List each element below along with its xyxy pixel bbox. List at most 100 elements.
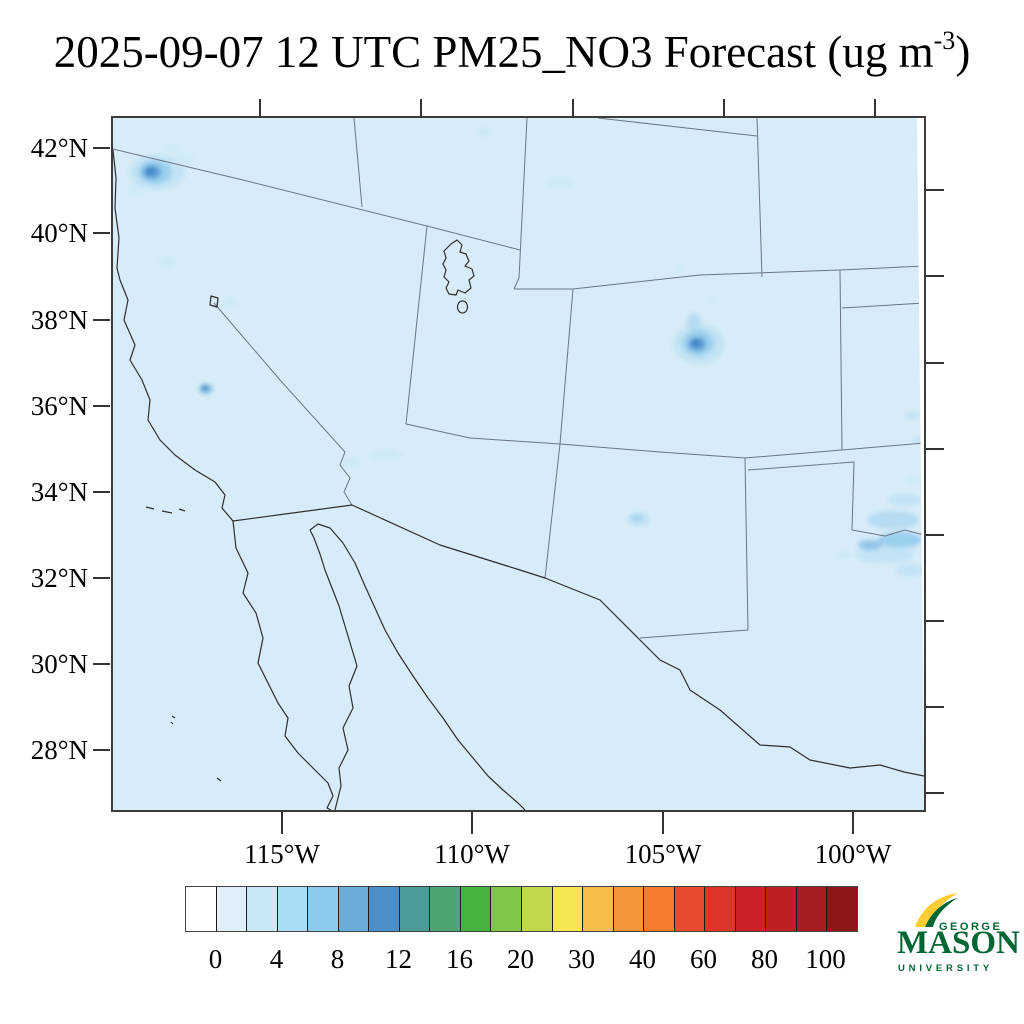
colorbar-segment	[644, 887, 675, 931]
lon-tick-bottom	[471, 812, 473, 834]
lat-axis-label: 36°N	[30, 391, 88, 421]
colorbar-segment	[583, 887, 614, 931]
concentration-blob	[905, 411, 921, 419]
lon-tick-top	[420, 99, 422, 118]
lon-axis-label: 110°W	[434, 839, 510, 869]
concentration-blob	[449, 467, 461, 473]
lat-axis-label: 34°N	[30, 477, 88, 507]
lon-tick-top	[259, 99, 261, 118]
lat-tick-right	[926, 189, 944, 191]
colorbar-tick-label: 30	[568, 944, 595, 974]
lon-axis-label: 100°W	[814, 839, 892, 869]
colorbar-tick-label: 12	[385, 944, 412, 974]
lat-tick-left	[93, 405, 110, 407]
gmu-flame-icon	[915, 893, 958, 927]
lat-tick-left	[93, 319, 110, 321]
plot-title-exponent: -3	[933, 26, 956, 55]
map-svg	[113, 118, 924, 810]
lon-axis-label: 105°W	[624, 839, 702, 869]
concentration-blob	[477, 128, 493, 136]
concentration-blob	[224, 298, 236, 306]
concentration-blob	[693, 340, 699, 346]
plot-title-close: )	[955, 27, 971, 77]
concentration-blob	[837, 551, 853, 559]
colorbar-segment	[705, 887, 736, 931]
colorbar-segment	[766, 887, 797, 931]
lat-tick-right	[926, 275, 944, 277]
channel-islands	[145, 506, 222, 782]
lon-tick-bottom	[281, 812, 283, 834]
concentration-blob	[577, 188, 593, 196]
lat-tick-right	[926, 448, 944, 450]
concentration-blob	[127, 185, 143, 195]
lake-tahoe	[209, 295, 219, 308]
colorbar-tick-label: 40	[629, 944, 656, 974]
gmu-logo: GEORGE MASON UNIVERSITY	[891, 892, 1020, 980]
lon-tick-bottom	[852, 812, 854, 834]
colorbar-segment	[552, 887, 584, 931]
concentration-blob	[858, 540, 882, 550]
lat-tick-right	[926, 362, 944, 364]
plot-title-main: 2025-09-07 12 UTC PM25_NO3 Forecast (ug …	[53, 27, 934, 77]
concentration-blob	[895, 564, 924, 576]
lat-tick-right	[926, 792, 944, 794]
colorbar-segment	[399, 887, 431, 931]
concentration-blob	[340, 458, 360, 466]
colorbar-segment	[460, 887, 492, 931]
lat-tick-right	[926, 620, 944, 622]
concentration-blob	[634, 552, 646, 558]
lat-axis-label: 42°N	[30, 133, 88, 163]
colorbar-tick-label: 60	[690, 944, 717, 974]
gmu-logo-mason: MASON	[897, 925, 1020, 961]
colorbar-segment	[674, 887, 706, 931]
gmu-logo-university: UNIVERSITY	[898, 963, 994, 974]
concentration-blob	[600, 557, 610, 563]
colorbar-segment	[216, 887, 248, 931]
colorbar-segment	[186, 887, 217, 931]
lon-tick-top	[874, 99, 876, 118]
concentration-blob	[903, 475, 924, 485]
concentration-blob	[687, 313, 701, 331]
lat-axis-label: 32°N	[30, 563, 88, 593]
colorbar-segment	[827, 887, 858, 931]
colorbar-segment	[277, 887, 309, 931]
concentration-blob	[166, 144, 180, 152]
colorbar-segment	[338, 887, 370, 931]
colorbar-tick-label: 4	[269, 944, 284, 974]
lat-axis-label: 30°N	[30, 649, 88, 679]
colorbar-segment	[308, 887, 339, 931]
concentration-blob	[878, 532, 922, 548]
lat-tick-right	[926, 534, 944, 536]
colorbar-segment	[522, 887, 553, 931]
lat-tick-left	[93, 749, 110, 751]
colorbar	[185, 886, 858, 932]
concentration-blob	[887, 494, 923, 506]
lat-axis-label: 28°N	[30, 735, 88, 765]
lat-tick-left	[93, 147, 110, 149]
concentration-blob	[631, 514, 643, 522]
lon-tick-bottom	[662, 812, 664, 834]
state-borders	[113, 118, 924, 639]
pm25-no3-concentration-blobs	[127, 128, 924, 576]
lat-tick-left	[93, 577, 110, 579]
great-salt-lake	[442, 239, 475, 296]
concentration-blob	[708, 297, 716, 303]
colorbar-segment	[796, 887, 828, 931]
colorbar-tick-label: 8	[330, 944, 345, 974]
lon-tick-top	[572, 99, 574, 118]
colorbar-segment	[735, 887, 767, 931]
utah-lake	[456, 300, 469, 314]
lon-axis-label: 115°W	[244, 839, 320, 869]
concentration-blob	[367, 450, 403, 460]
colorbar-segment	[613, 887, 645, 931]
forecast-map-panel	[111, 116, 926, 812]
concentration-blob	[158, 257, 176, 267]
colorbar-tick-label: 20	[507, 944, 534, 974]
concentration-blob	[201, 385, 209, 391]
concentration-blob	[675, 264, 685, 272]
plot-title: 2025-09-07 12 UTC PM25_NO3 Forecast (ug …	[0, 26, 1024, 78]
colorbar-segment	[430, 887, 461, 931]
coastline	[113, 149, 924, 810]
colorbar-tick-label: 16	[446, 944, 473, 974]
lat-tick-left	[93, 491, 110, 493]
